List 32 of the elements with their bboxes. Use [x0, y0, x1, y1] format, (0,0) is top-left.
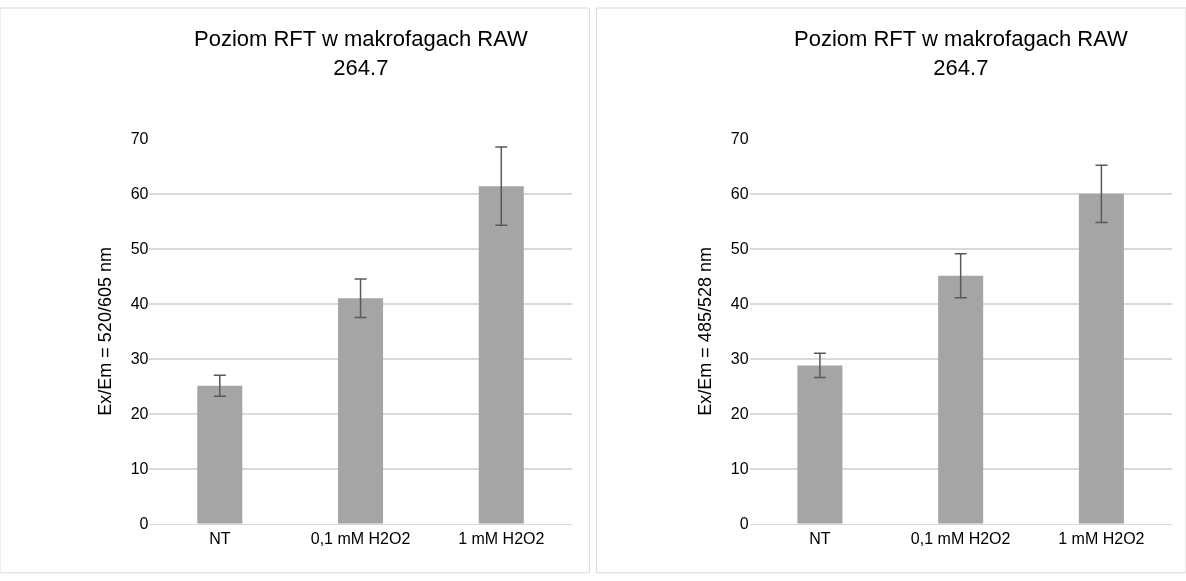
chart-title: Poziom RFT w makrofagach RAW 264.7 — [194, 26, 528, 80]
y-tick-label: 30 — [730, 350, 749, 368]
y-tick-label: 40 — [130, 295, 149, 313]
y-tick-label: 20 — [730, 405, 749, 423]
y-axis-title: Ex/Em = 520/605 nm — [94, 247, 115, 416]
y-tick-label: 40 — [730, 295, 749, 313]
y-tick-label: 20 — [130, 405, 149, 423]
y-tick-label: 0 — [139, 515, 149, 533]
y-tick-label: 50 — [730, 240, 749, 258]
x-tick-label: 0,1 mM H2O2 — [310, 530, 411, 548]
bar — [478, 186, 524, 524]
bar — [197, 385, 243, 524]
bar — [797, 365, 843, 524]
y-tick-label: 30 — [130, 350, 149, 368]
y-tick-label: 70 — [130, 130, 149, 148]
y-tick-label: 50 — [130, 240, 149, 258]
y-tick-label: 10 — [130, 460, 149, 478]
bar — [938, 275, 984, 524]
bar — [1078, 193, 1124, 524]
y-tick-label: 60 — [130, 185, 149, 203]
chart-title: Poziom RFT w makrofagach RAW 264.7 — [794, 26, 1128, 80]
x-tick-label: 1 mM H2O2 — [1058, 530, 1145, 548]
x-tick-label: NT — [209, 530, 231, 548]
x-tick-label: 0,1 mM H2O2 — [910, 530, 1011, 548]
bar — [338, 298, 384, 524]
y-tick-label: 70 — [730, 130, 749, 148]
y-tick-label: 10 — [730, 460, 749, 478]
y-tick-label: 60 — [730, 185, 749, 203]
y-tick-label: 0 — [739, 515, 749, 533]
y-axis-title: Ex/Em = 485/528 nm — [694, 247, 715, 416]
x-tick-label: NT — [809, 530, 831, 548]
x-tick-label: 1 mM H2O2 — [458, 530, 545, 548]
